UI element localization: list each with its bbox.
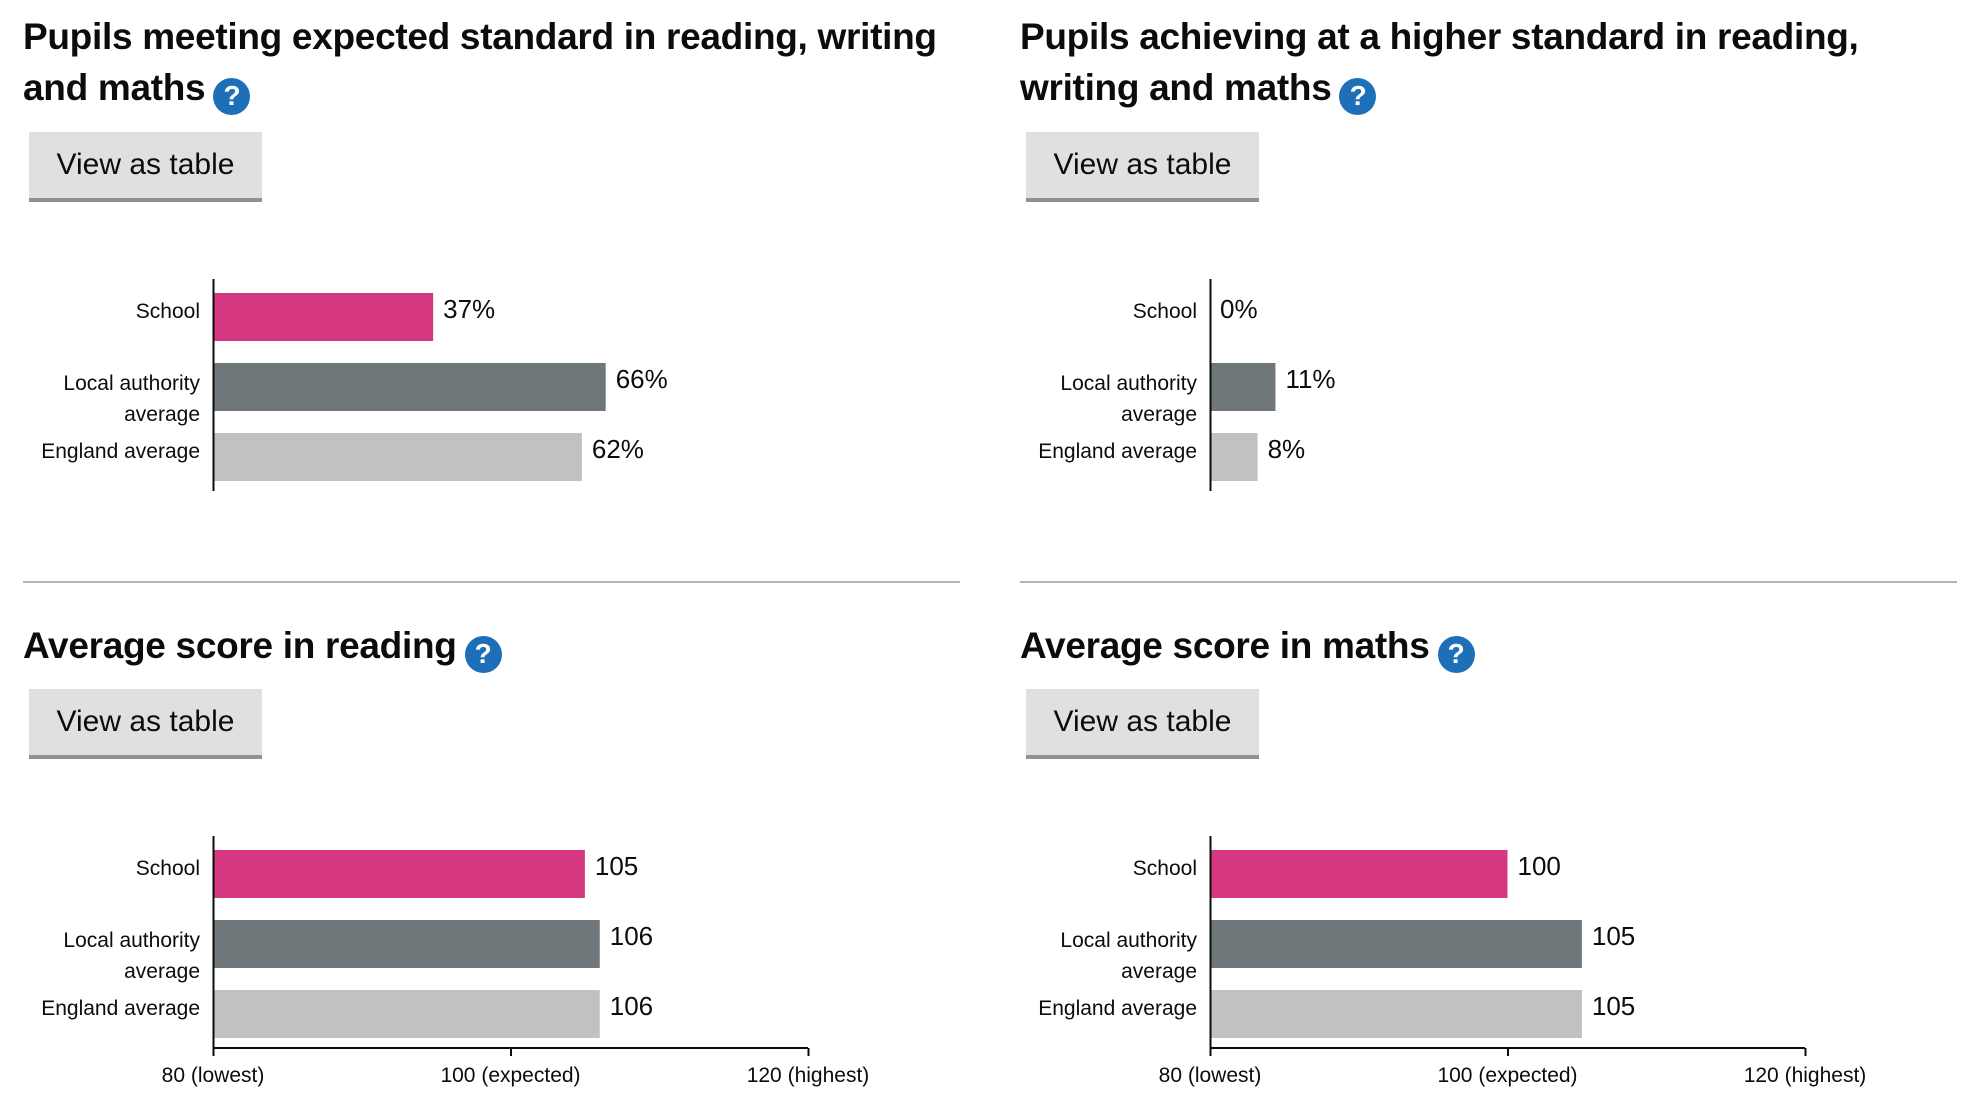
chart-title-text: Average score in reading bbox=[23, 625, 457, 666]
value-label: 66% bbox=[616, 364, 668, 394]
value-label: 105 bbox=[1592, 991, 1635, 1021]
row-label: Local authority bbox=[63, 372, 200, 395]
bar-local-authority bbox=[1210, 920, 1582, 968]
chart-title: Average score in reading? bbox=[23, 620, 963, 673]
section-divider bbox=[1020, 581, 1957, 583]
chart-title: Average score in maths? bbox=[1020, 620, 1960, 673]
chart-title-text: Pupils meeting expected standard in read… bbox=[23, 16, 937, 108]
x-tick-label: 100 (expected) bbox=[440, 1064, 580, 1087]
x-tick-label: 100 (expected) bbox=[1437, 1064, 1577, 1087]
bar-england bbox=[1210, 433, 1258, 481]
question-mark-icon[interactable]: ? bbox=[464, 635, 502, 673]
bar-school bbox=[1210, 850, 1508, 898]
row-label: Local authority bbox=[1060, 372, 1197, 395]
value-label: 100 bbox=[1518, 851, 1561, 881]
bar-england bbox=[213, 990, 600, 1038]
view-as-table-button[interactable]: View as table bbox=[29, 132, 262, 198]
question-mark-icon[interactable]: ? bbox=[1339, 77, 1377, 115]
chart-reading-score: 105 School 106 Local authority average 106 Eng… bbox=[41, 836, 870, 1087]
row-label: England average bbox=[1038, 440, 1197, 463]
bar-local-authority bbox=[213, 920, 600, 968]
chart-title-text: Average score in maths bbox=[1020, 625, 1430, 666]
bar-england bbox=[213, 433, 582, 481]
panel-maths-score: Average score in maths? View as table 10… bbox=[1020, 620, 1960, 1087]
x-tick-label: 80 (lowest) bbox=[1159, 1064, 1262, 1087]
panel-higher-standard: Pupils achieving at a higher standard in… bbox=[1020, 11, 1960, 491]
bar-local-authority bbox=[1210, 363, 1276, 411]
section-divider bbox=[23, 581, 960, 583]
view-as-table-button[interactable]: View as table bbox=[29, 689, 262, 755]
row-label: England average bbox=[41, 997, 200, 1020]
x-tick-label: 120 (highest) bbox=[1744, 1064, 1867, 1087]
chart-expected-standard: 37% School 66% Local authority average 62% Eng… bbox=[41, 279, 668, 491]
value-label: 8% bbox=[1268, 434, 1306, 464]
chart-maths-score: 100 School 105 Local authority average 105 Eng… bbox=[1038, 836, 1867, 1087]
row-label: average bbox=[124, 403, 200, 426]
value-label: 106 bbox=[610, 991, 653, 1021]
chart-title: Pupils meeting expected standard in read… bbox=[23, 11, 963, 115]
row-label: School bbox=[136, 857, 200, 880]
panel-reading-score: Average score in reading? View as table … bbox=[23, 620, 963, 1087]
chart-title-text: Pupils achieving at a higher standard in… bbox=[1020, 16, 1859, 108]
bar-school bbox=[213, 850, 585, 898]
row-label: School bbox=[1133, 857, 1197, 880]
row-label: average bbox=[1121, 403, 1197, 426]
row-label: Local authority bbox=[63, 929, 200, 952]
panel-expected-standard: Pupils meeting expected standard in read… bbox=[23, 11, 963, 491]
value-label: 105 bbox=[1592, 921, 1635, 951]
value-label: 11% bbox=[1285, 364, 1335, 394]
bar-school bbox=[213, 293, 434, 341]
row-label: England average bbox=[1038, 997, 1197, 1020]
bar-england bbox=[1210, 990, 1582, 1038]
value-label: 105 bbox=[595, 851, 638, 881]
question-mark-icon[interactable]: ? bbox=[1437, 635, 1475, 673]
x-tick-label: 120 (highest) bbox=[747, 1064, 870, 1087]
row-label: England average bbox=[41, 440, 200, 463]
question-mark-icon[interactable]: ? bbox=[213, 77, 251, 115]
bar-local-authority bbox=[213, 363, 606, 411]
x-tick-label: 80 (lowest) bbox=[162, 1064, 265, 1087]
row-label: School bbox=[136, 300, 200, 323]
value-label: 0% bbox=[1220, 294, 1258, 324]
value-label: 37% bbox=[443, 294, 495, 324]
row-label: School bbox=[1133, 300, 1197, 323]
row-label: Local authority bbox=[1060, 929, 1197, 952]
view-as-table-button[interactable]: View as table bbox=[1026, 689, 1259, 755]
row-label: average bbox=[124, 960, 200, 983]
chart-higher-standard: 0% School 11% Local authority average 8% Engla… bbox=[1038, 279, 1336, 491]
row-label: average bbox=[1121, 960, 1197, 983]
view-as-table-button[interactable]: View as table bbox=[1026, 132, 1259, 198]
value-label: 62% bbox=[592, 434, 644, 464]
value-label: 106 bbox=[610, 921, 653, 951]
chart-title: Pupils achieving at a higher standard in… bbox=[1020, 11, 1960, 115]
